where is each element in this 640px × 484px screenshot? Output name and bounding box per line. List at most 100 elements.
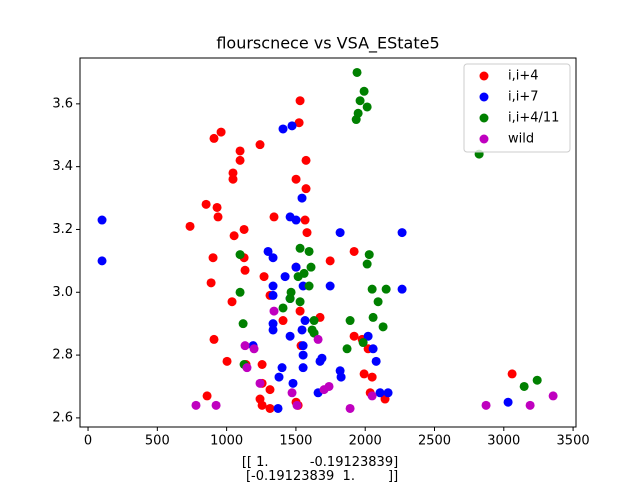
point — [481, 400, 491, 410]
x-tick-label: 1000 — [210, 434, 243, 449]
y-tick-label: 2.6 — [52, 410, 73, 425]
point — [301, 155, 311, 165]
point — [525, 400, 535, 410]
y-tick-label: 3.0 — [52, 285, 73, 300]
point — [345, 403, 355, 413]
point — [268, 253, 278, 263]
point — [278, 316, 288, 326]
y-tick-label: 2.8 — [52, 348, 73, 363]
point — [209, 334, 219, 344]
point — [325, 281, 335, 291]
legend-label: wild — [508, 132, 534, 147]
point — [235, 287, 245, 297]
point — [297, 193, 307, 203]
point — [268, 325, 278, 335]
point — [295, 243, 305, 253]
legend-label: i,i+7 — [508, 90, 539, 105]
point — [297, 325, 307, 335]
point — [367, 372, 377, 382]
point — [324, 381, 334, 391]
point — [238, 319, 248, 329]
legend-label: i,i+4/11 — [508, 111, 559, 126]
point — [216, 127, 226, 137]
point — [229, 231, 239, 241]
point — [287, 121, 297, 131]
point — [304, 246, 314, 256]
point — [278, 303, 288, 313]
point — [227, 297, 237, 307]
point — [211, 400, 221, 410]
point — [97, 215, 107, 225]
point — [367, 284, 377, 294]
point — [351, 115, 361, 125]
point — [268, 319, 278, 329]
point — [255, 140, 265, 150]
point — [274, 372, 284, 382]
point — [213, 212, 223, 222]
point — [345, 316, 355, 326]
point — [235, 146, 245, 156]
point — [294, 118, 304, 128]
point — [397, 228, 407, 238]
point — [288, 378, 298, 388]
point — [548, 391, 558, 401]
x-tick-label: 500 — [145, 434, 170, 449]
point — [228, 168, 238, 178]
point — [97, 256, 107, 266]
point — [285, 331, 295, 341]
point — [306, 262, 316, 272]
point — [287, 388, 297, 398]
point — [301, 184, 311, 194]
point — [519, 381, 529, 391]
point — [269, 212, 279, 222]
point — [375, 388, 385, 398]
point — [307, 325, 317, 335]
point — [359, 369, 369, 379]
point — [257, 400, 267, 410]
point — [273, 403, 283, 413]
x-tick-label: 0 — [84, 434, 92, 449]
point — [362, 102, 372, 112]
point — [277, 363, 287, 373]
point — [235, 155, 245, 165]
point — [352, 67, 362, 77]
point — [240, 341, 250, 351]
x-tick-label: 2500 — [418, 434, 451, 449]
point — [212, 202, 222, 212]
chart-title: flourscnece vs VSA_EState5 — [216, 34, 439, 54]
point — [364, 250, 374, 260]
x-tick-label: 2000 — [349, 434, 382, 449]
legend-box — [463, 63, 571, 153]
point — [503, 397, 513, 407]
point — [298, 341, 308, 351]
point — [206, 278, 216, 288]
point — [358, 338, 368, 348]
point — [291, 174, 301, 184]
point — [355, 96, 365, 106]
point — [368, 344, 378, 354]
point — [342, 344, 352, 354]
x-tick-label: 1500 — [279, 434, 312, 449]
x-tick-label: 3500 — [557, 434, 590, 449]
legend-marker — [479, 71, 489, 81]
point — [304, 281, 314, 291]
point — [383, 388, 393, 398]
point — [298, 363, 308, 373]
point — [300, 316, 310, 326]
legend: i,i+4 i,i+7 i,i+4/11 wild — [463, 63, 571, 153]
point — [268, 281, 278, 291]
point — [255, 378, 265, 388]
point — [349, 246, 359, 256]
point — [191, 400, 201, 410]
point — [259, 272, 269, 282]
point — [309, 316, 319, 326]
point — [242, 363, 252, 373]
point — [201, 199, 211, 209]
point — [280, 272, 290, 282]
point — [235, 250, 245, 260]
point — [317, 353, 327, 363]
point — [362, 259, 372, 269]
point — [335, 228, 345, 238]
x-tick-label: 3000 — [487, 434, 520, 449]
